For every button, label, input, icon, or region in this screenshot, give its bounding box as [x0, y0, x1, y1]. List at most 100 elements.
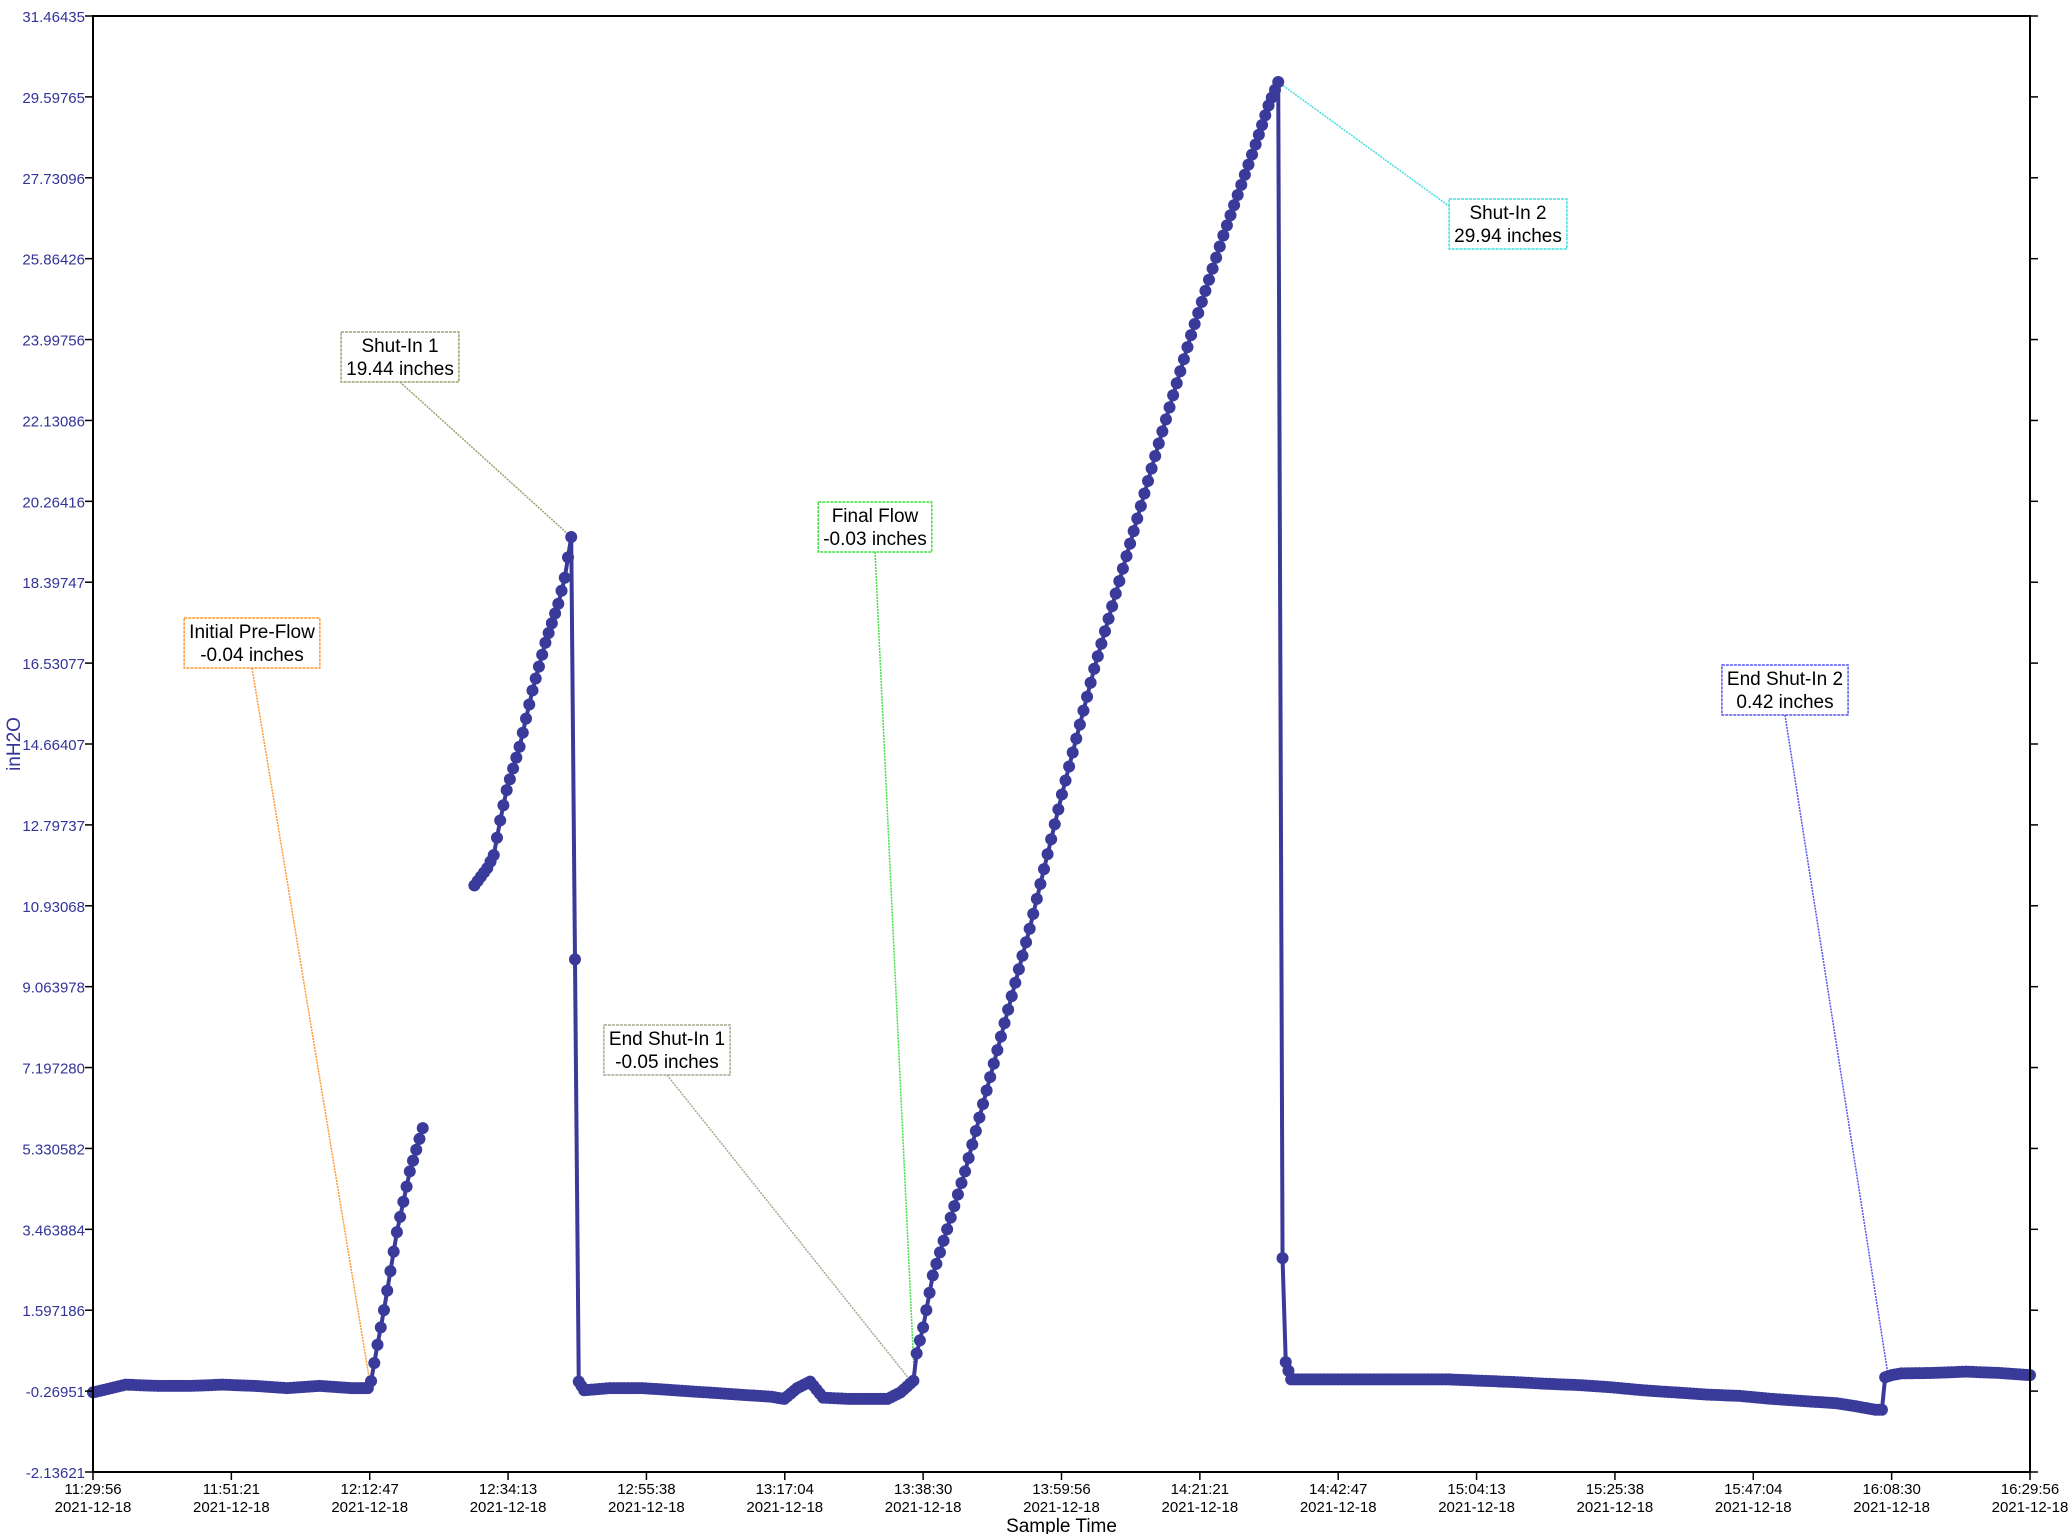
data-point — [1084, 676, 1097, 689]
annotation-callout: End Shut-In 1-0.05 inches — [603, 1024, 731, 1076]
y-tick-label: 5.330582 — [22, 1141, 85, 1158]
data-point — [1195, 295, 1208, 308]
data-point — [1020, 936, 1033, 949]
x-tick-time: 16:08:30 — [1862, 1481, 1920, 1498]
data-point — [368, 1356, 381, 1369]
data-point — [545, 617, 558, 630]
data-point — [1875, 1403, 1888, 1416]
data-point — [1055, 788, 1068, 801]
data-point — [941, 1223, 954, 1236]
data-point — [1027, 907, 1040, 920]
data-point — [1120, 550, 1133, 563]
data-point — [955, 1176, 968, 1189]
data-point — [977, 1098, 990, 1111]
data-point — [1052, 803, 1065, 816]
annotation-value: 29.94 inches — [1454, 226, 1562, 247]
data-point — [926, 1269, 939, 1282]
data-point — [969, 1124, 982, 1137]
y-tick-label: 1.597186 — [22, 1303, 85, 1320]
annotation-value: -0.03 inches — [823, 529, 927, 550]
x-tick-date: 2021-12-18 — [331, 1499, 408, 1516]
y-axis-title: inH2O — [4, 717, 25, 771]
data-point — [536, 648, 549, 661]
data-point — [1037, 863, 1050, 876]
y-tick-label: 12.79737 — [22, 818, 85, 835]
annotation-box — [603, 1024, 731, 1076]
data-point — [910, 1347, 923, 1360]
data-point — [937, 1234, 950, 1247]
annotation-title: End Shut-In 2 — [1727, 669, 1843, 690]
data-point — [1134, 500, 1147, 513]
y-tick-label: -2.13621 — [26, 1465, 85, 1482]
data-point — [1159, 413, 1172, 426]
annotation-title: Shut-In 2 — [1469, 203, 1546, 224]
annotation-leader-line — [251, 667, 371, 1382]
data-point — [913, 1334, 926, 1347]
data-point — [951, 1188, 964, 1201]
data-point — [944, 1211, 957, 1224]
data-point — [394, 1210, 407, 1223]
data-point — [1041, 848, 1054, 861]
data-point — [1077, 704, 1090, 717]
annotation-title: Shut-In 1 — [361, 336, 438, 357]
data-point — [1045, 833, 1058, 846]
data-point — [1185, 329, 1198, 342]
data-point — [390, 1226, 403, 1239]
data-point — [973, 1111, 986, 1124]
data-point — [397, 1195, 410, 1208]
data-point — [1091, 650, 1104, 663]
data-point — [561, 551, 574, 564]
data-point — [1073, 718, 1086, 731]
data-point — [1152, 437, 1165, 450]
data-point — [552, 597, 565, 610]
x-axis-title: Sample Time — [1006, 1516, 1117, 1534]
y-tick-label: 14.66407 — [22, 737, 85, 754]
y-tick-label: 27.73096 — [22, 171, 85, 188]
x-tick-time: 14:21:21 — [1171, 1481, 1229, 1498]
x-tick-time: 11:51:21 — [203, 1481, 260, 1498]
data-point — [384, 1265, 397, 1278]
x-tick-date: 2021-12-18 — [1161, 1499, 1238, 1516]
data-point — [374, 1321, 387, 1334]
y-tick-label: 31.46435 — [22, 9, 85, 26]
x-tick-date: 2021-12-18 — [1023, 1499, 1100, 1516]
x-tick-time: 12:34:13 — [479, 1481, 537, 1498]
data-point — [1246, 148, 1259, 161]
y-tick-label: 9.063978 — [22, 980, 85, 997]
data-point — [539, 636, 552, 649]
data-point — [1192, 306, 1205, 319]
data-point — [1066, 746, 1079, 759]
data-point — [991, 1044, 1004, 1057]
annotation-value: -0.04 inches — [200, 645, 304, 666]
data-point — [1242, 158, 1255, 171]
data-point — [1163, 401, 1176, 414]
data-point — [520, 712, 533, 725]
data-point — [529, 672, 542, 685]
x-tick-date: 2021-12-18 — [193, 1499, 270, 1516]
annotation-value: -0.05 inches — [615, 1052, 719, 1073]
annotation-leaders — [251, 81, 1890, 1383]
data-point — [407, 1154, 420, 1167]
data-point — [523, 698, 536, 711]
data-point — [907, 1374, 920, 1387]
annotation-callout: Initial Pre-Flow-0.04 inches — [183, 617, 321, 669]
data-point — [1063, 760, 1076, 773]
data-point — [1030, 892, 1043, 905]
x-tick-time: 13:17:04 — [756, 1481, 814, 1498]
annotation-title: Final Flow — [832, 506, 919, 527]
data-point — [1106, 600, 1119, 613]
x-tick-date: 2021-12-18 — [885, 1499, 962, 1516]
data-point — [1276, 1252, 1289, 1265]
x-tick-date: 2021-12-18 — [1992, 1499, 2069, 1516]
x-tick-time: 12:55:38 — [617, 1481, 675, 1498]
y-tick-label: 3.463884 — [22, 1222, 85, 1239]
data-point — [1202, 273, 1215, 286]
data-point — [549, 607, 562, 620]
x-tick-time: 15:04:13 — [1447, 1481, 1505, 1498]
y-tick-label: 29.59765 — [22, 90, 85, 107]
data-point — [1213, 240, 1226, 253]
data-point — [1059, 774, 1072, 787]
x-tick-time: 13:38:30 — [894, 1481, 952, 1498]
